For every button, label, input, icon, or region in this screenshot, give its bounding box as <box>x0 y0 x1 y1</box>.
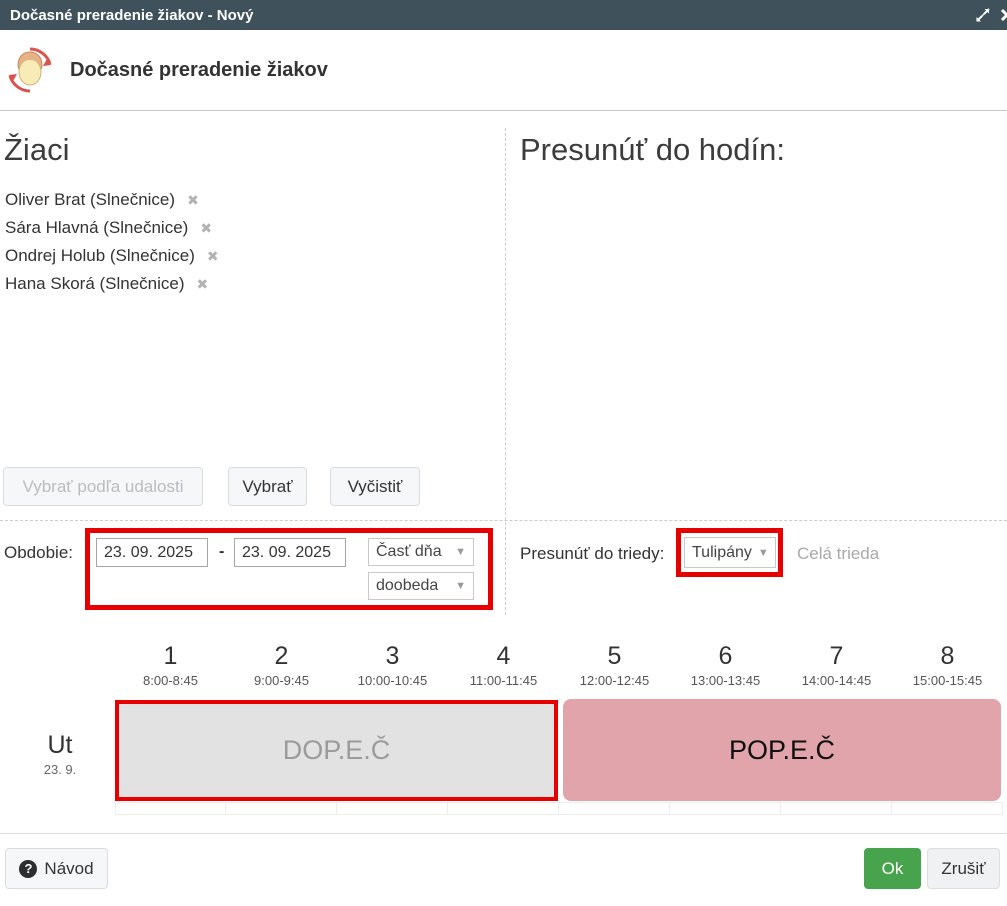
remove-student-icon[interactable]: ✖ <box>200 219 213 236</box>
date-to-input[interactable] <box>234 538 346 567</box>
timetable-cell[interactable] <box>448 802 559 815</box>
timetable-period-header: 1 8:00-8:45 2 9:00-9:45 3 10:00-10:45 4 … <box>115 641 1003 688</box>
period-column: 8 15:00-15:45 <box>892 641 1003 688</box>
day-date: 23. 9. <box>43 762 77 777</box>
student-row: Oliver Brat (Slnečnice) ✖ <box>5 186 219 214</box>
timetable-cell[interactable] <box>781 802 892 815</box>
student-name: Hana Skorá (Slnečnice) <box>5 274 185 293</box>
chevron-down-icon: ▼ <box>757 546 769 559</box>
dialog-header: Dočasné preradenie žiakov <box>0 30 1007 111</box>
help-icon: ? <box>19 859 38 878</box>
period-column: 5 12:00-12:45 <box>559 641 670 688</box>
part-of-day-value: Časť dňa <box>376 543 442 560</box>
day-name: Ut <box>47 731 73 759</box>
remove-student-icon[interactable]: ✖ <box>196 275 209 292</box>
select-button[interactable]: Vybrať <box>228 467 307 506</box>
period-time: 8:00-8:45 <box>143 673 198 688</box>
student-name: Ondrej Holub (Slnečnice) <box>5 246 195 265</box>
remove-student-icon[interactable]: ✖ <box>206 247 219 264</box>
class-highlight-box <box>676 528 783 577</box>
dialog-title: Dočasné preradenie žiakov - Nový <box>10 6 254 24</box>
select-by-event-button[interactable]: Vybrať podľa udalosti <box>3 467 203 506</box>
period-column: 1 8:00-8:45 <box>115 641 226 688</box>
period-time: 10:00-10:45 <box>357 673 428 688</box>
student-row: Hana Skorá (Slnečnice) ✖ <box>5 270 219 298</box>
panel-divider-vertical <box>505 128 506 615</box>
remove-student-icon[interactable]: ✖ <box>187 191 199 208</box>
period-number: 1 <box>163 642 178 670</box>
panel-divider-horizontal <box>0 520 1007 521</box>
page-title: Dočasné preradenie žiakov <box>70 58 328 81</box>
timetable-cell[interactable] <box>559 802 670 815</box>
chevron-down-icon: ▼ <box>455 580 466 592</box>
student-row: Ondrej Holub (Slnečnice) ✖ <box>5 242 219 270</box>
help-button-label: Návod <box>44 858 94 878</box>
footer-divider <box>0 833 1007 834</box>
period-time: 14:00-14:45 <box>801 673 872 688</box>
student-buttons-row: Vybrať podľa udalosti Vybrať Vyčistiť <box>3 467 420 506</box>
students-heading: Žiaci <box>4 132 70 167</box>
titlebar-icons <box>975 0 1007 30</box>
period-column: 6 13:00-13:45 <box>670 641 781 688</box>
period-number: 6 <box>718 642 733 670</box>
period-number: 5 <box>607 642 622 670</box>
period-label: Obdobie: <box>4 543 73 562</box>
period-column: 2 9:00-9:45 <box>226 641 337 688</box>
student-swap-icon <box>8 47 52 93</box>
period-column: 7 14:00-14:45 <box>781 641 892 688</box>
timetable-cell[interactable] <box>337 802 448 815</box>
clear-button[interactable]: Vyčistiť <box>330 467 420 506</box>
students-list: Oliver Brat (Slnečnice) ✖ Sára Hlavná (S… <box>5 186 219 298</box>
timetable-empty-cells <box>115 802 1003 815</box>
lesson-block-pop[interactable]: POP.E.Č <box>563 699 1001 801</box>
period-time: 11:00-11:45 <box>469 673 538 688</box>
day-half-select[interactable]: doobeda ▼ <box>368 572 474 600</box>
part-of-day-select[interactable]: Časť dňa ▼ <box>368 538 474 566</box>
timetable-cell[interactable] <box>226 802 337 815</box>
date-from-input[interactable] <box>96 538 208 567</box>
period-time: 12:00-12:45 <box>579 673 650 688</box>
timetable-cell[interactable] <box>892 802 1003 815</box>
timetable-cell[interactable] <box>670 802 781 815</box>
period-column: 3 10:00-10:45 <box>337 641 448 688</box>
date-range-separator: - <box>219 543 225 560</box>
expand-icon[interactable] <box>975 7 991 23</box>
period-number: 3 <box>385 642 400 670</box>
class-value: Tulipány <box>692 543 752 561</box>
ok-button[interactable]: Ok <box>864 848 921 889</box>
close-icon[interactable] <box>999 7 1007 23</box>
student-name: Oliver Brat (Slnečnice) <box>5 190 176 209</box>
day-half-value: doobeda <box>376 577 439 594</box>
period-number: 4 <box>496 642 511 670</box>
period-time: 9:00-9:45 <box>254 673 309 688</box>
period-column: 4 11:00-11:45 <box>448 641 559 688</box>
student-row: Sára Hlavná (Slnečnice) ✖ <box>5 214 219 242</box>
move-to-lessons-heading: Presunúť do hodín: <box>520 132 785 167</box>
period-time: 15:00-15:45 <box>912 673 983 688</box>
student-name: Sára Hlavná (Slnečnice) <box>5 218 189 237</box>
help-button[interactable]: ? Návod <box>5 848 108 889</box>
whole-class-label: Celá trieda <box>797 544 880 563</box>
period-number: 7 <box>829 642 844 670</box>
period-number: 2 <box>274 642 289 670</box>
chevron-down-icon: ▼ <box>455 546 466 558</box>
timetable-cell[interactable] <box>115 802 226 815</box>
period-number: 8 <box>940 642 955 670</box>
day-label: Ut 23. 9. <box>30 731 90 777</box>
class-select[interactable]: Tulipány ▼ <box>684 537 776 568</box>
dialog-titlebar: Dočasné preradenie žiakov - Nový <box>0 0 1007 30</box>
lesson-block-dop[interactable]: DOP.E.Č <box>115 700 558 801</box>
period-highlight-box <box>85 528 493 610</box>
move-to-class-label: Presunúť do triedy: <box>520 544 665 563</box>
cancel-button[interactable]: Zrušiť <box>927 848 1000 889</box>
period-time: 13:00-13:45 <box>690 673 761 688</box>
